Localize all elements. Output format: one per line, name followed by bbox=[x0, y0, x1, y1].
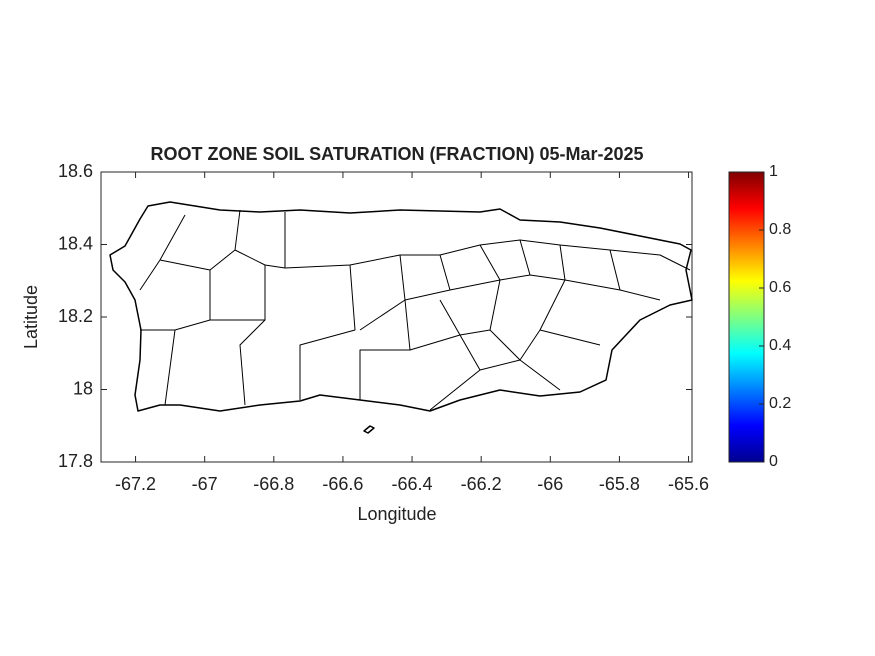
colorbar-tick-label: 0.4 bbox=[769, 337, 791, 354]
colorbar-tick-label: 0.8 bbox=[769, 221, 791, 238]
x-tick-label: -65.8 bbox=[599, 474, 640, 494]
x-tick-label: -66.4 bbox=[392, 474, 433, 494]
chart-title: ROOT ZONE SOIL SATURATION (FRACTION) 05-… bbox=[150, 144, 643, 164]
x-tick-label: -67 bbox=[192, 474, 218, 494]
islet bbox=[363, 425, 375, 434]
colorbar: 0 0.2 0.4 0.6 0.8 1 bbox=[728, 163, 791, 470]
x-tick-label: -66.2 bbox=[461, 474, 502, 494]
axes-box bbox=[100, 171, 693, 463]
x-tick-label: -66.8 bbox=[253, 474, 294, 494]
colorbar-tick-label: 0 bbox=[769, 453, 778, 470]
y-tick-label: 18.2 bbox=[58, 306, 93, 326]
colorbar-gradient bbox=[728, 171, 765, 463]
colorbar-tick-label: 1 bbox=[769, 163, 778, 180]
map-outline bbox=[109, 201, 693, 434]
y-tick-label: 18 bbox=[73, 378, 93, 398]
island-outline bbox=[109, 201, 693, 412]
x-tick-label: -67.2 bbox=[115, 474, 156, 494]
colorbar-tick-label: 0.2 bbox=[769, 395, 791, 412]
y-axis-label: Latitude bbox=[21, 285, 41, 349]
x-tick-label: -66.6 bbox=[322, 474, 363, 494]
y-tick-label: 18.4 bbox=[58, 233, 93, 253]
colorbar-tick-label: 0.6 bbox=[769, 279, 791, 296]
x-axis-label: Longitude bbox=[357, 504, 436, 524]
municipal-borders bbox=[139, 209, 691, 411]
y-tick-label: 18.6 bbox=[58, 161, 93, 181]
x-tick-label: -66 bbox=[537, 474, 563, 494]
y-tick-label: 17.8 bbox=[58, 451, 93, 471]
x-tick-label: -65.6 bbox=[668, 474, 709, 494]
